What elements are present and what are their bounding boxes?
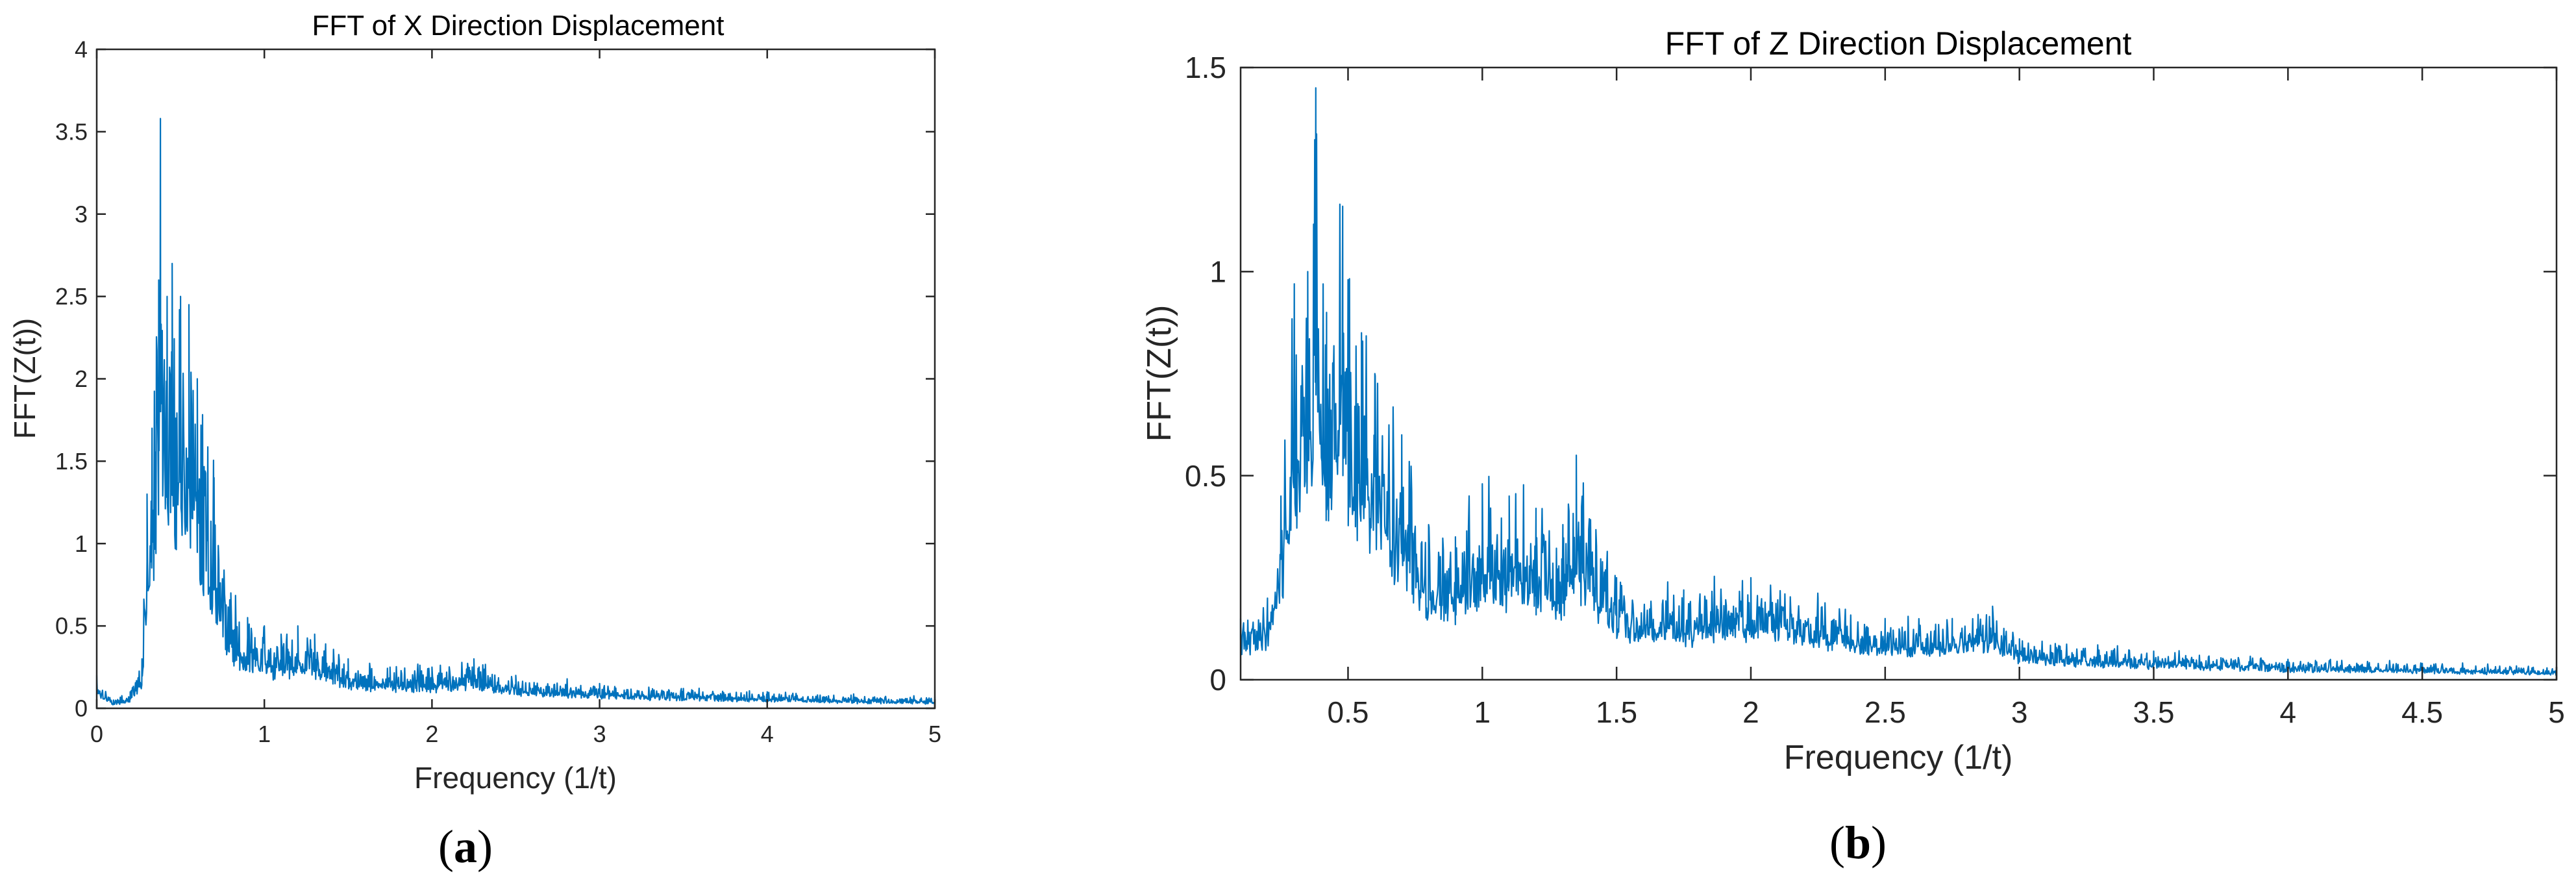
chart-b-xtick-label: 0.5 — [1327, 695, 1368, 729]
chart-a-ytick-label: 1.5 — [55, 448, 88, 475]
chart-b-xtick-label: 2.5 — [1864, 695, 1906, 729]
chart-b-series-line — [1239, 87, 2558, 676]
chart-b-ytick-label: 1 — [1209, 254, 1226, 288]
chart-a-ytick-label: 1 — [75, 530, 88, 557]
chart-b-xtick-label: 4 — [2280, 695, 2297, 729]
chart-panel-a: FFT of X Direction Displacement 0 1 2 3 4 500… — [8, 10, 941, 873]
chart-b-ytick-label: 0.5 — [1185, 459, 1226, 493]
chart-a-xtick-label: 4 — [761, 721, 774, 747]
chart-b-ytick-label: 0 — [1209, 663, 1226, 697]
chart-a-ytick-label: 4 — [75, 36, 88, 63]
chart-a-ytick-label: 0.5 — [55, 613, 88, 639]
chart-a-axes-box — [95, 48, 936, 710]
chart-b-xtick-label: 1.5 — [1596, 695, 1637, 729]
chart-b-xtick-label: 5 — [2548, 695, 2565, 729]
chart-a-ytick-label: 3.5 — [55, 118, 88, 145]
chart-a-ytick-label: 2.5 — [55, 283, 88, 310]
chart-a-xtick-label: 0 — [90, 721, 103, 747]
chart-a-ytick-label: 0 — [75, 695, 88, 722]
chart-b-xtick-label: 3.5 — [2133, 695, 2175, 729]
chart-b-ylabel: FFT(Z(t)) — [1141, 305, 1178, 442]
chart-b-plot-area: 0.5 1 1.5 2 2.5 3 3.5 4 4.5 5 0 0.5 1 1.5 — [1185, 51, 2565, 729]
panel-label-a: (a) — [438, 821, 493, 873]
chart-a-plot-area: 0 1 2 3 4 5 0 0.5 1 1.5 2 2.5 3 3.5 4 — [55, 36, 941, 747]
chart-a-ylabel: FFT(Z(t)) — [8, 318, 42, 439]
chart-a-ytick-label: 3 — [75, 201, 88, 227]
chart-b-xtick-label: 4.5 — [2401, 695, 2443, 729]
chart-b-title: FFT of Z Direction Displacement — [1665, 25, 2132, 62]
chart-a-title: FFT of X Direction Displacement — [312, 10, 724, 42]
chart-panel-b: FFT of Z Direction Displacement 0.5 1 1.5 2… — [1141, 25, 2565, 869]
chart-a-xtick-label: 5 — [928, 721, 941, 747]
chart-b-xtick-label: 2 — [1742, 695, 1759, 729]
chart-a-xtick-label: 3 — [593, 721, 606, 747]
chart-a-series-line — [95, 118, 936, 706]
chart-b-axes-box — [1239, 66, 2558, 681]
chart-b-xtick-label: 1 — [1474, 695, 1491, 729]
chart-b-xlabel: Frequency (1/t) — [1784, 739, 2013, 776]
chart-b-ytick-label: 1.5 — [1185, 51, 1226, 84]
panel-label-b: (b) — [1829, 817, 1887, 869]
chart-a-xtick-label: 2 — [425, 721, 438, 747]
chart-a-xtick-label: 1 — [258, 721, 271, 747]
chart-a-ytick-label: 2 — [75, 366, 88, 392]
chart-a-xlabel: Frequency (1/t) — [414, 761, 617, 795]
chart-b-xtick-label: 3 — [2011, 695, 2028, 729]
